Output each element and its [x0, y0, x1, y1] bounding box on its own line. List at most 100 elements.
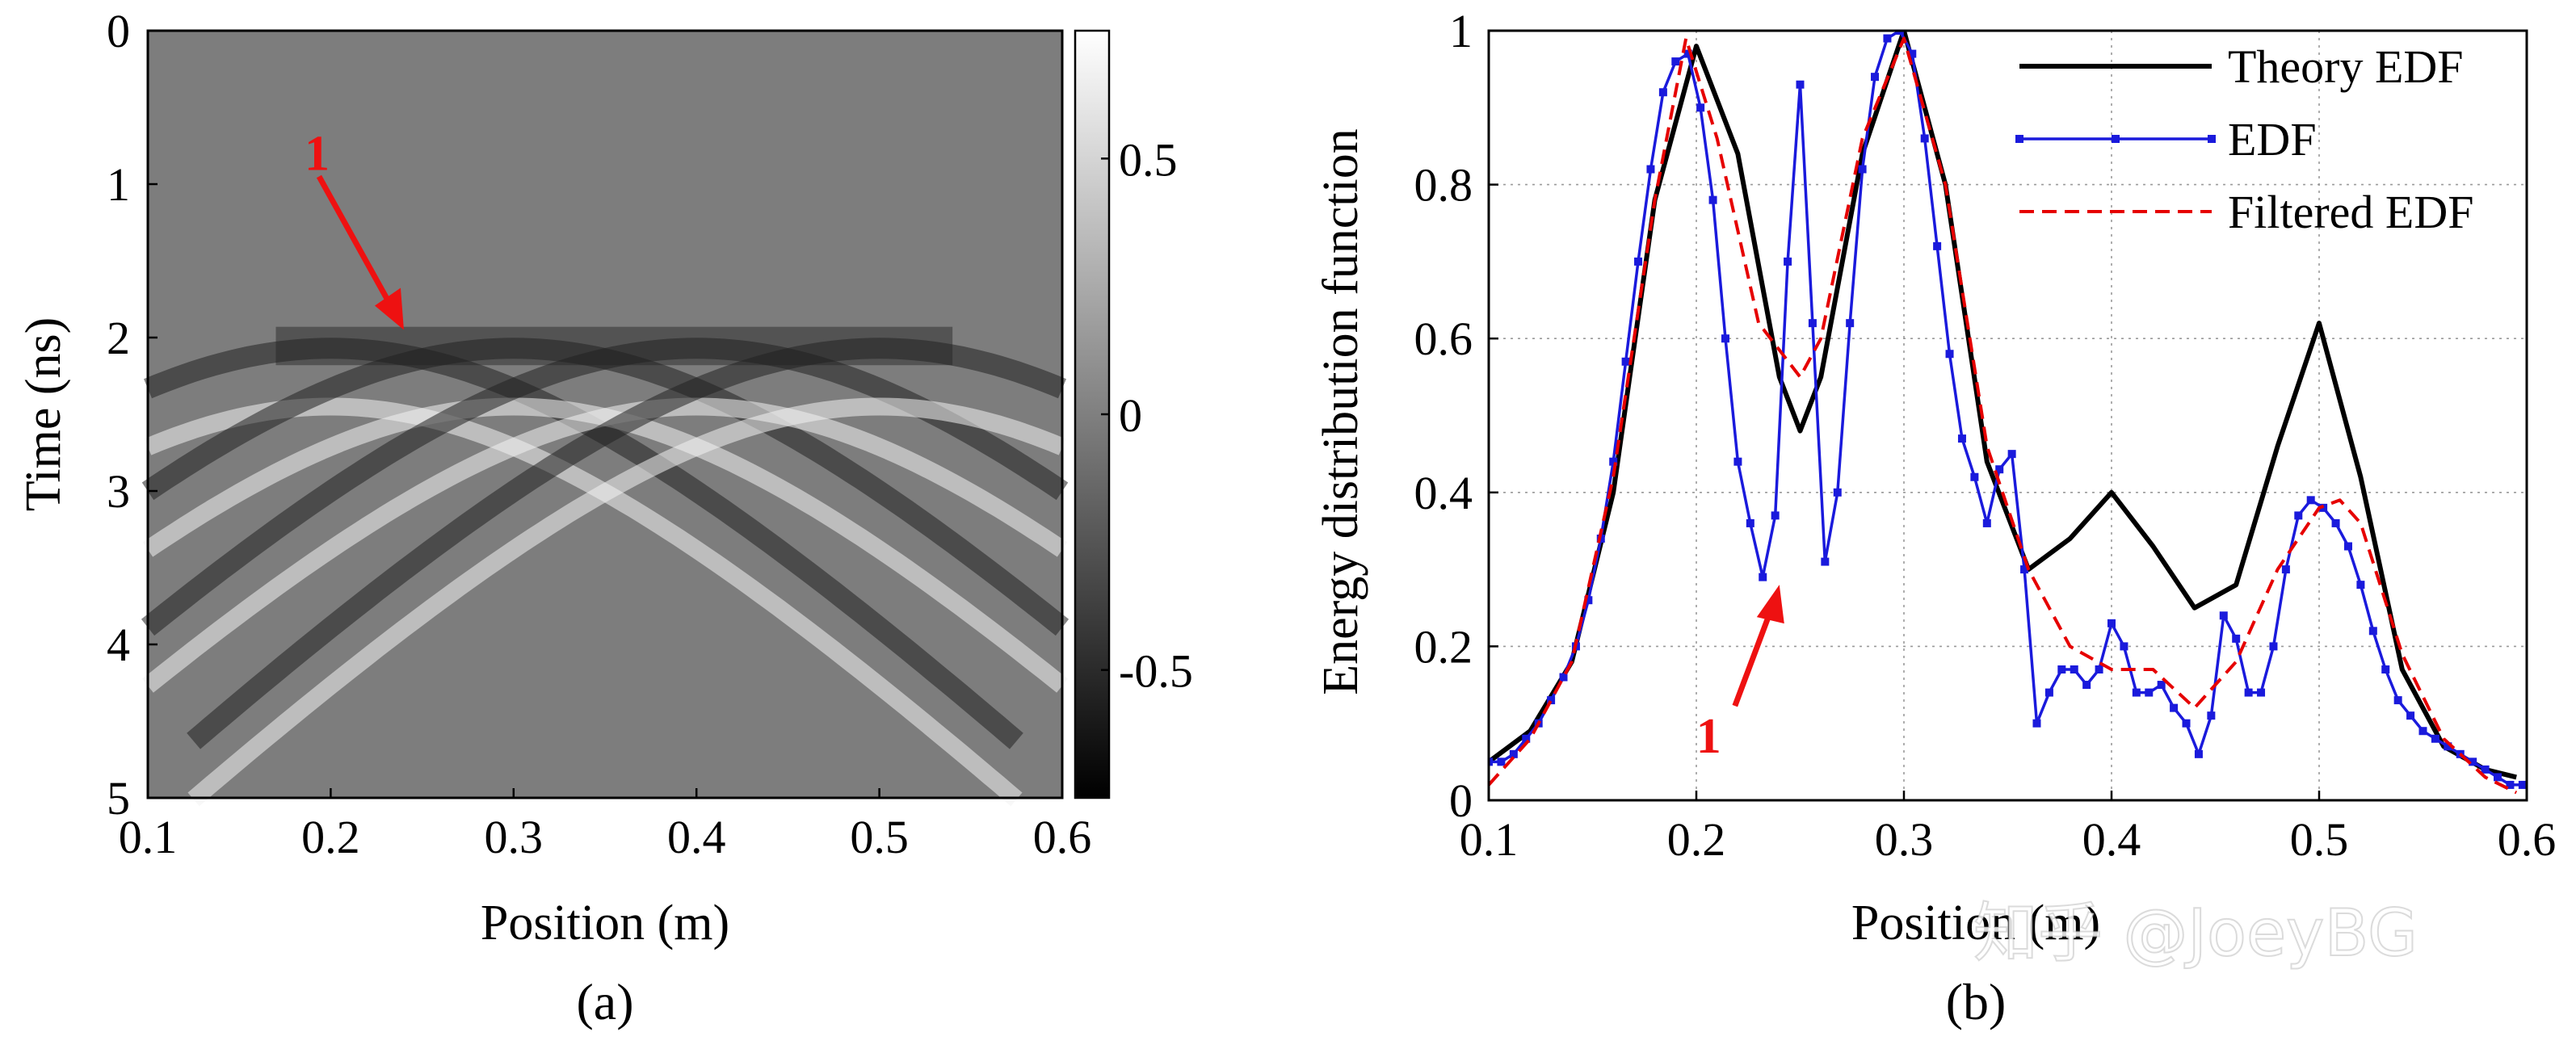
line-chart-y-tick-label: 1: [1449, 5, 1473, 57]
edf-marker: [2469, 757, 2477, 766]
heatmap-y-axis-label: Time (ns): [16, 317, 71, 512]
edf-marker: [1497, 757, 1506, 766]
edf-marker: [1634, 257, 1643, 266]
edf-marker: [2120, 642, 2128, 651]
heatmap-y-tick-label: 2: [107, 312, 130, 364]
heatmap-x-tick-label: 0.2: [301, 811, 360, 863]
panel-a-label: (a): [576, 973, 633, 1030]
edf-marker: [2306, 496, 2315, 505]
edf-marker: [1945, 350, 1954, 359]
series-line-edf: [1489, 31, 2523, 787]
edf-marker: [2207, 711, 2216, 720]
line-chart-frame: [1487, 29, 2528, 802]
line-chart-y-tick-label: 0.6: [1414, 313, 1473, 365]
legend-label: Theory EDF: [2228, 40, 2464, 93]
edf-marker: [1733, 457, 1742, 466]
line-chart-x-tick-label: 0.2: [1667, 813, 1726, 866]
edf-marker: [2406, 711, 2415, 720]
edf-marker: [2269, 642, 2278, 651]
heatmap-plot-area: [141, 31, 1069, 807]
edf-marker: [2082, 681, 2091, 690]
edf-marker: [1970, 472, 1979, 481]
edf-marker: [1646, 165, 1655, 174]
line-chart-y-axis-label: Energy distribution function: [1313, 128, 1368, 694]
edf-marker: [2182, 719, 2191, 728]
edf-marker: [2132, 688, 2141, 697]
edf-marker: [2095, 665, 2103, 673]
line-chart-x-tick-label: 0.5: [2290, 813, 2349, 866]
edf-marker: [2044, 688, 2053, 697]
heatmap-y-tick-label: 5: [107, 772, 130, 825]
annotation-arrow-head: [1756, 585, 1784, 624]
edf-marker: [1920, 134, 1929, 143]
edf-marker: [1509, 749, 1518, 758]
edf-marker: [1522, 734, 1531, 743]
line-chart-x-tick-label: 0.1: [1460, 813, 1519, 866]
heatmap-x-tick-label: 0.3: [485, 811, 544, 863]
edf-marker: [2393, 696, 2402, 705]
edf-marker: [1771, 511, 1780, 520]
heatmap-y-tick-label: 3: [107, 465, 130, 518]
edf-marker: [1746, 518, 1754, 527]
line-chart-x-axis-label: Position (m): [1851, 896, 2100, 950]
edf-marker: [2381, 665, 2390, 673]
annotation-label: 1: [305, 127, 330, 182]
heatmap-y-tick-label: 0: [107, 5, 130, 57]
edf-marker: [2020, 565, 2029, 574]
series-line-filtered-edf: [1489, 36, 2518, 795]
edf-marker: [1609, 457, 1618, 466]
heatmap-x-tick-label: 0.6: [1033, 811, 1092, 863]
edf-marker: [1489, 757, 1493, 766]
legend-marker: [2112, 135, 2120, 143]
panel-b-label: (b): [1946, 973, 2007, 1030]
edf-marker: [1858, 165, 1867, 174]
edf-marker: [1708, 195, 1717, 204]
legend-label: Filtered EDF: [2228, 186, 2473, 238]
edf-marker: [1559, 673, 1568, 682]
edf-marker: [2194, 749, 2203, 758]
edf-marker: [1621, 357, 1630, 366]
heatmap-top-dark-band: [275, 326, 953, 366]
series-line-theory-edf: [1489, 31, 2517, 780]
edf-marker: [1784, 257, 1792, 266]
edf-marker: [1908, 49, 1917, 58]
edf-marker: [2356, 581, 2365, 590]
edf-marker: [1547, 696, 1556, 705]
edf-marker: [2331, 518, 2340, 527]
line-chart-x-tick-label: 0.6: [2498, 813, 2557, 866]
line-chart-annotation: 1: [1696, 585, 1784, 764]
colorbar-tick-label: -0.5: [1119, 645, 1193, 698]
colorbar: 0.5 0 -0.5: [1074, 29, 1193, 799]
heatmap-annotation: 1: [305, 127, 404, 330]
edf-marker: [2145, 688, 2154, 697]
edf-marker: [1833, 488, 1842, 497]
legend-label: EDF: [2228, 113, 2317, 166]
edf-marker: [2431, 734, 2439, 743]
edf-marker: [2032, 719, 2041, 728]
edf-marker: [2281, 565, 2290, 574]
panel-a: 0.5 0 -0.5 0.1 0.2 0.3 0.4 0.5 0.6 0 1 2 3 4 5 1 Posi…: [16, 5, 1193, 1030]
watermark: 知乎 @JoeyBG: [1973, 896, 2418, 971]
edf-marker: [1982, 518, 1991, 527]
edf-marker: [2170, 703, 2179, 712]
annotation-arrow-head: [374, 287, 404, 330]
line-chart-grid: [1488, 30, 2528, 801]
hyperbola-dark-band: [187, 338, 1066, 749]
edf-marker: [2494, 773, 2502, 782]
heatmap-x-tick-label: 0.5: [850, 811, 909, 863]
edf-marker: [1995, 465, 2004, 474]
edf-marker: [1957, 434, 1966, 443]
edf-marker: [1821, 557, 1830, 566]
edf-marker: [2294, 511, 2303, 520]
edf-marker: [1846, 319, 1855, 328]
hyperbola-bright-band: [142, 397, 1068, 693]
line-chart-x-tick-label: 0.4: [2082, 813, 2141, 866]
annotation-arrow-shaft: [316, 174, 396, 311]
edf-marker: [2244, 688, 2253, 697]
panel-b: 0.1 0.2 0.3 0.4 0.5 0.6 0 0.2 0.4 0.6 0.8 1 Theory …: [1313, 5, 2556, 1030]
heatmap-x-tick-label: 0.4: [667, 811, 726, 863]
edf-marker: [1671, 57, 1680, 66]
heatmap-hyperbola-4: [187, 338, 1066, 807]
heatmap-y-tick-label: 4: [107, 619, 130, 671]
